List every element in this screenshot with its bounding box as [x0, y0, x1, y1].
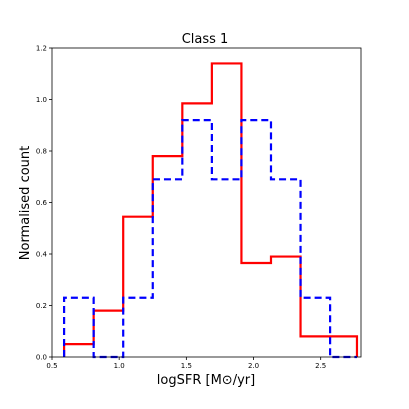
plot-area: Class 1 0.5 1.0 1.5 2.0 2.5 0.0 0.2 0.4 0.6 0.8 1…	[18, 32, 362, 388]
y-tick-label: 0.8	[36, 148, 47, 156]
y-tick-label: 0.4	[36, 251, 48, 259]
x-tick-label: 1.0	[114, 362, 125, 370]
y-tick-label: 0.2	[36, 302, 47, 310]
x-axis-ticks: 0.5 1.0 1.5 2.0 2.5	[46, 357, 326, 370]
x-tick-label: 2.5	[315, 362, 326, 370]
y-tick-label: 0.6	[36, 199, 48, 207]
y-axis-label: Normalised count	[18, 146, 33, 260]
y-tick-label: 1.2	[36, 45, 47, 53]
y-axis-ticks: 0.0 0.2 0.4 0.6 0.8 1.0 1.2	[36, 45, 52, 362]
chart-title: Class 1	[182, 32, 229, 47]
series-layer	[62, 62, 359, 359]
x-tick-label: 2.0	[248, 362, 259, 370]
x-axis-label: logSFR [M⊙/yr]	[157, 373, 255, 388]
series-1-histogram	[62, 62, 359, 357]
x-tick-label: 1.5	[181, 362, 192, 370]
y-tick-label: 1.0	[36, 96, 47, 104]
x-tick-label: 0.5	[46, 362, 57, 370]
series-2-histogram	[62, 119, 357, 359]
y-tick-label: 0.0	[36, 354, 47, 362]
